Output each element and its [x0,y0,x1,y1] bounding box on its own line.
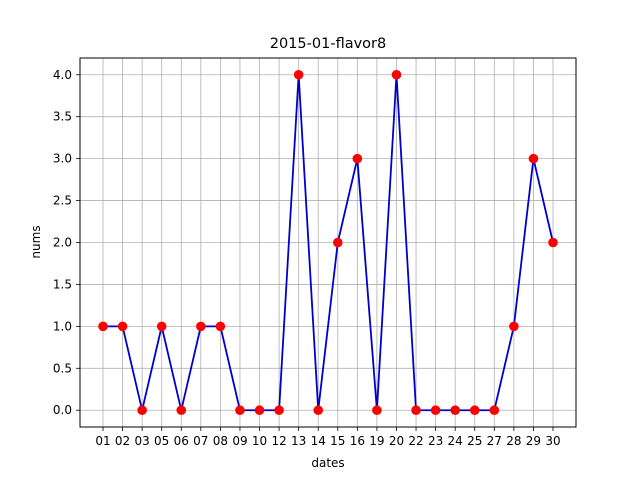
x-tick-label: 16 [350,434,365,448]
x-axis-label: dates [311,456,344,470]
x-tick-label: 12 [271,434,286,448]
y-tick-label: 0.0 [53,403,72,417]
data-point [411,405,421,416]
axis-ticks: 01 02 03 05 06 07 08 09 10 12 13 14 15 16 19 20 22 23 24 25… [53,68,561,448]
data-point [332,237,343,248]
y-tick-label: 0.5 [53,361,72,375]
data-point [430,405,441,416]
x-tick-label: 02 [115,434,130,448]
x-tick-label: 10 [252,434,267,448]
data-point [176,405,187,416]
y-tick-label: 3.0 [53,152,72,166]
x-tick-label: 08 [213,434,228,448]
y-tick-label: 1.0 [53,319,72,333]
y-tick-label: 2.5 [53,194,72,208]
x-tick-label: 01 [95,434,110,448]
data-point [469,405,480,416]
x-tick-label: 24 [448,434,463,448]
data-point [489,405,500,416]
y-tick-label: 4.0 [53,68,72,82]
x-tick-label: 15 [330,434,345,448]
y-tick-label: 1.5 [53,277,72,291]
y-tick-label: 2.0 [53,236,72,250]
x-tick-label: 13 [291,434,306,448]
y-tick-label: 3.5 [53,110,72,124]
data-point [98,321,108,332]
y-axis-label: nums [29,225,43,258]
data-point [352,153,363,164]
x-tick-label: 22 [408,434,423,448]
x-tick-label: 23 [428,434,443,448]
data-point [528,153,539,164]
x-tick-label: 27 [487,434,502,448]
x-tick-label: 28 [506,434,521,448]
data-point [235,405,245,416]
data-point [548,237,558,248]
data-point [313,405,324,416]
x-tick-label: 19 [369,434,384,448]
x-tick-label: 06 [174,434,189,448]
data-point [372,405,382,416]
data-point [509,321,519,332]
data-point [196,321,206,332]
data-point [215,321,226,332]
chart-title: 2015-01-flavor8 [270,36,386,52]
data-point [293,69,304,80]
x-tick-label: 29 [526,434,541,448]
data-point [254,405,265,416]
x-tick-label: 09 [232,434,247,448]
x-tick-label: 20 [389,434,404,448]
x-tick-label: 07 [193,434,208,448]
series [98,69,558,416]
grid [80,58,576,427]
data-point [274,405,284,416]
data-point [156,321,167,332]
data-point [137,405,147,416]
data-point [117,321,128,332]
x-tick-label: 25 [467,434,482,448]
x-tick-label: 03 [134,434,149,448]
x-tick-label: 30 [545,434,560,448]
x-tick-label: 05 [154,434,169,448]
x-tick-label: 14 [311,434,326,448]
data-point [450,405,460,416]
data-point [391,69,402,80]
